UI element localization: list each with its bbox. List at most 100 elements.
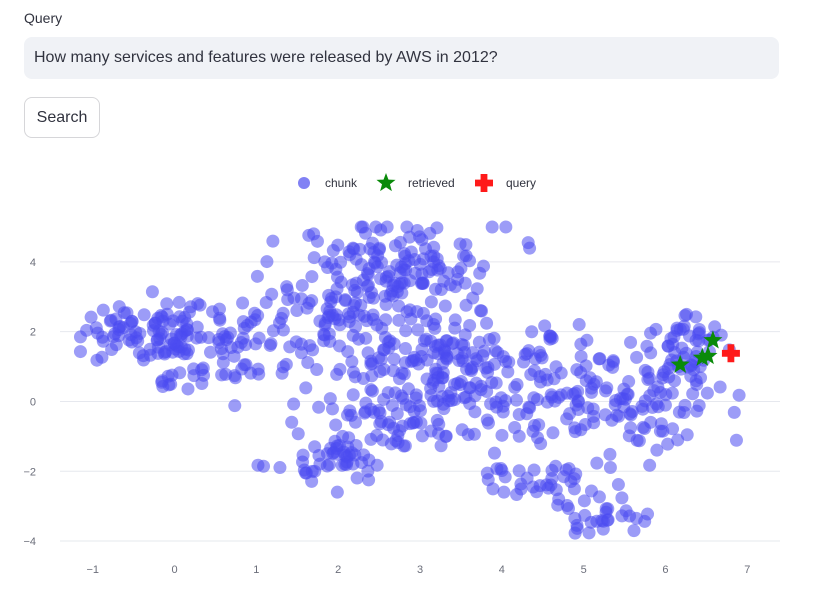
chunk-point [356,371,370,385]
legend-item-chunk[interactable]: chunk [298,176,358,190]
chunk-point [545,331,559,345]
chunk-point [342,245,356,259]
chunk-point [636,402,650,416]
chunk-point [330,485,344,499]
chunk-point [497,485,511,499]
chunk-point [306,343,320,357]
chunk-point [574,349,588,363]
chunk-point [387,352,401,366]
chunk-point [290,304,304,318]
legend-circle-icon [298,177,310,189]
chunk-point [182,305,196,319]
legend-item-query[interactable]: query [475,174,536,192]
chunk-point [276,306,290,320]
legend[interactable]: chunk retrieved query [298,173,536,192]
chunk-point [302,228,316,242]
chunk-point [214,342,228,356]
chunk-point [649,322,663,336]
chunk-point [105,343,119,357]
chunk-point [643,458,657,472]
chunk-point [360,279,374,293]
chunk-point [305,294,319,308]
chunk-point [287,397,301,411]
chunk-point [551,498,565,512]
chunk-point [477,344,491,358]
chunk-point [73,330,87,344]
chunk-point [428,321,442,335]
chunk-point [572,318,586,332]
y-tick-label: −4 [23,536,36,548]
chunk-point [663,358,677,372]
chunk-point [251,458,265,472]
chunk-point [447,377,461,391]
chunk-point [574,423,588,437]
chunk-point [213,311,227,325]
chunk-point [678,309,692,323]
chunk-point [640,339,654,353]
chunk-point [330,367,344,381]
chunk-point [398,342,412,356]
chunk-point [252,331,266,345]
chunk-point [532,418,546,432]
chunk-point [424,295,438,309]
chunk-point [459,238,473,252]
x-tick-label: 7 [744,564,750,576]
chunk-point [350,471,364,485]
y-tick-label: 0 [30,396,36,408]
chunk-point [165,368,179,382]
chunk-point [202,331,216,345]
chunk-point [603,461,617,475]
x-tick-label: 0 [171,564,177,576]
chunk-point [96,303,110,317]
chunk-point [361,346,375,360]
chunk-point [240,318,254,332]
chunk-point [248,306,262,320]
chunk-point [534,348,548,362]
chunk-point [592,490,606,504]
query-input[interactable] [24,37,779,79]
chunk-point [203,345,217,359]
query-label: Query [24,10,63,26]
chunk-point [349,320,363,334]
chunk-point [379,270,393,284]
chunk-point [341,345,355,359]
chunk-point [643,371,657,385]
y-tick-label: 2 [30,327,36,339]
chunk-point [364,357,378,371]
chunk-point [469,376,483,390]
chunk-point [534,437,548,451]
search-button[interactable]: Search [24,97,100,138]
chunk-point [430,221,444,235]
chunk-point [275,366,289,380]
chunk-point [644,415,658,429]
chunk-point [520,471,534,485]
chunk-point [574,337,588,351]
chunk-point [429,312,443,326]
chunk-point [600,381,614,395]
chunk-point [158,345,172,359]
chunk-point [569,467,583,481]
chunk-point [422,265,436,279]
chunk-point [359,226,373,240]
legend-label: query [506,176,536,190]
chunk-point [373,364,387,378]
chunk-point [618,392,632,406]
chunk-point [381,418,395,432]
chunk-point [538,319,552,333]
chunk-point [343,310,357,324]
chunk-point [145,285,159,299]
chunk-point [630,350,644,364]
chunk-point [461,428,475,442]
y-tick-label: 4 [30,257,36,269]
chunk-point [678,398,692,412]
chunk-point [668,374,682,388]
chunk-point [615,491,629,505]
x-tick-label: −1 [86,564,99,576]
chunk-point [623,509,637,523]
chunk-point [485,376,499,390]
chunk-point [331,270,345,284]
chunk-point [181,382,195,396]
legend-item-retrieved[interactable]: retrieved [376,173,455,192]
chunk-point [545,463,559,477]
chunk-point [367,245,381,259]
